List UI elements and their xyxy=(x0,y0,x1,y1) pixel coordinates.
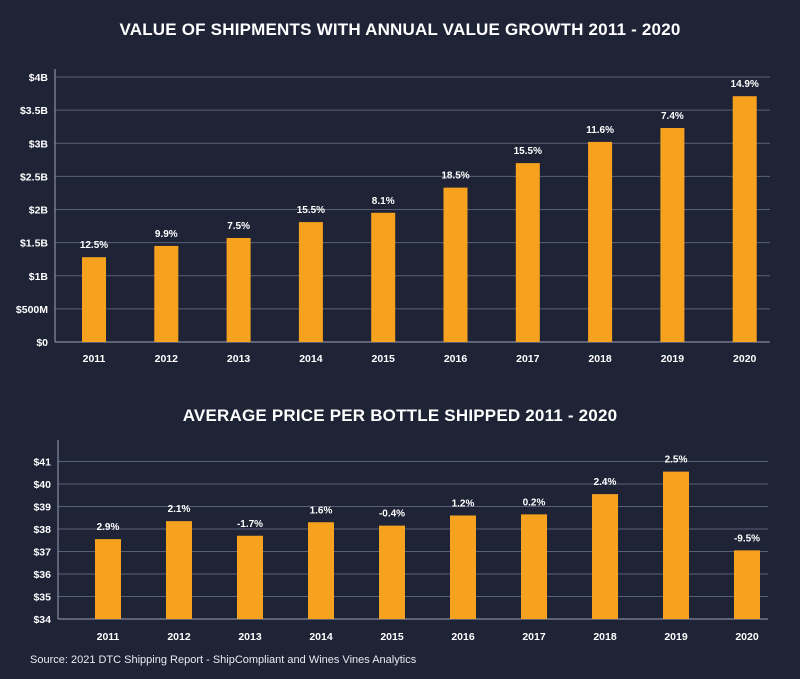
shipments-bar-2016 xyxy=(443,187,468,342)
shipments-ytick-label: $2B xyxy=(29,205,49,217)
price-growth-label: 2.1% xyxy=(168,504,191,515)
price-bar-2015 xyxy=(379,525,405,619)
shipments-growth-label: 7.5% xyxy=(227,221,250,232)
shipments-year-label: 2011 xyxy=(83,353,106,365)
shipments-growth-label: 11.6% xyxy=(586,125,614,136)
shipments-ytick-label: $2.5B xyxy=(20,171,48,183)
shipments-year-label: 2016 xyxy=(444,353,468,365)
shipments-ytick-label: $3.5B xyxy=(20,105,48,117)
shipments-year-label: 2017 xyxy=(516,353,540,365)
price-bar-2013 xyxy=(237,535,263,619)
shipments-bar-2020 xyxy=(732,96,757,343)
price-year-label: 2015 xyxy=(380,631,404,643)
shipments-ytick-label: $500M xyxy=(16,304,48,316)
price-growth-label: 0.2% xyxy=(523,497,546,508)
shipments-bar-2019 xyxy=(660,128,685,342)
price-ytick-label: $34 xyxy=(33,614,51,626)
source-note: Source: 2021 DTC Shipping Report - ShipC… xyxy=(30,654,417,666)
price-bar-2014 xyxy=(308,522,334,619)
price-year-label: 2011 xyxy=(97,631,120,643)
price-year-label: 2014 xyxy=(309,631,333,643)
price-bar-2017 xyxy=(521,514,547,619)
price-year-label: 2013 xyxy=(238,631,262,643)
shipments-growth-label: 15.5% xyxy=(514,146,542,157)
shipments-growth-label: 7.4% xyxy=(661,111,684,122)
price-ytick-label: $38 xyxy=(33,524,51,536)
price-year-label: 2019 xyxy=(664,631,688,643)
price-bar-2011 xyxy=(95,539,121,619)
price-ytick-label: $37 xyxy=(33,547,51,559)
shipments-bar-2014 xyxy=(298,222,323,342)
shipments-ytick-label: $1B xyxy=(29,271,49,283)
shipments-year-label: 2019 xyxy=(661,353,685,365)
price-year-label: 2018 xyxy=(593,631,617,643)
shipments-year-label: 2018 xyxy=(588,353,612,365)
shipments-bar-2017 xyxy=(515,163,540,342)
shipments-bar-2012 xyxy=(154,245,179,342)
price-year-label: 2016 xyxy=(451,631,475,643)
shipments-ytick-label: $0 xyxy=(36,337,48,349)
price-year-label: 2020 xyxy=(735,631,759,643)
price-bar-2012 xyxy=(166,521,192,619)
chart-title-price: AVERAGE PRICE PER BOTTLE SHIPPED 2011 - … xyxy=(182,406,618,425)
shipments-growth-label: 18.5% xyxy=(441,171,469,182)
price-growth-label: -0.4% xyxy=(379,509,405,520)
price-bar-2018 xyxy=(592,494,618,619)
price-growth-label: -1.7% xyxy=(237,519,263,530)
price-year-label: 2012 xyxy=(167,631,191,643)
shipments-growth-label: 8.1% xyxy=(372,196,395,207)
shipments-growth-label: 12.5% xyxy=(80,240,108,251)
price-growth-label: 2.5% xyxy=(665,455,688,466)
shipments-year-label: 2012 xyxy=(155,353,179,365)
price-growth-label: 2.9% xyxy=(97,522,120,533)
shipments-year-label: 2020 xyxy=(733,353,757,365)
chart-title-shipments: VALUE OF SHIPMENTS WITH ANNUAL VALUE GRO… xyxy=(119,20,681,39)
price-bar-2020 xyxy=(734,550,760,619)
shipments-bar-2015 xyxy=(371,212,396,342)
shipments-growth-label: 15.5% xyxy=(297,205,325,216)
price-ytick-label: $36 xyxy=(33,569,51,581)
price-year-label: 2017 xyxy=(522,631,546,643)
shipments-growth-label: 9.9% xyxy=(155,229,178,240)
price-growth-label: 2.4% xyxy=(594,477,617,488)
shipments-ytick-label: $3B xyxy=(29,138,49,150)
shipments-year-label: 2015 xyxy=(372,353,396,365)
price-bar-2019 xyxy=(663,471,689,619)
price-bar-2016 xyxy=(450,515,476,619)
shipments-bar-2018 xyxy=(588,141,613,342)
shipments-bar-2013 xyxy=(226,237,251,342)
price-growth-label: 1.6% xyxy=(310,505,333,516)
price-ytick-label: $39 xyxy=(33,502,51,514)
price-ytick-label: $41 xyxy=(33,457,51,469)
price-ytick-label: $40 xyxy=(33,479,51,491)
shipments-ytick-label: $1.5B xyxy=(20,238,48,250)
price-ytick-label: $35 xyxy=(33,592,51,604)
price-growth-label: -9.5% xyxy=(734,533,760,544)
price-growth-label: 1.2% xyxy=(452,499,475,510)
shipments-year-label: 2014 xyxy=(299,353,323,365)
shipments-growth-label: 14.9% xyxy=(731,79,759,90)
shipments-bar-2011 xyxy=(82,257,106,342)
shipments-ytick-label: $4B xyxy=(29,72,49,84)
shipments-year-label: 2013 xyxy=(227,353,251,365)
